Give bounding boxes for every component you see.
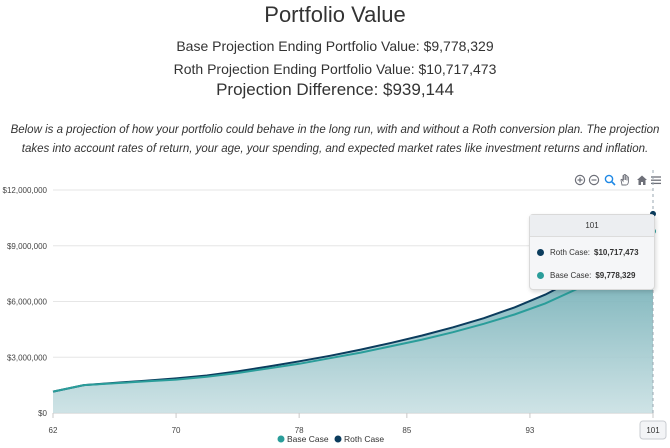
hover-x-label: 101 <box>646 426 660 435</box>
y-tick-label: $6,000,000 <box>7 298 48 307</box>
series-line-base-case <box>52 230 654 393</box>
y-tick-label: $3,000,000 <box>7 353 48 362</box>
hover-x-label-box <box>639 420 667 440</box>
x-tick-label: 93 <box>525 426 534 435</box>
data-tooltip: 101 Roth Case: $10,717,473 Base Case: $9,7… <box>529 214 655 290</box>
x-tick-label: 70 <box>172 426 181 435</box>
tooltip-base-value: $9,778,329 <box>595 271 636 280</box>
tooltip-header: 101 <box>530 215 654 237</box>
tooltip-row-roth: Roth Case: $10,717,473 <box>537 247 639 259</box>
legend-label-roth-case: Roth Case <box>344 434 384 444</box>
chart-toolbar <box>573 174 663 188</box>
y-tick-label: $0 <box>38 409 47 418</box>
roth-dot-icon <box>537 249 544 257</box>
tooltip-row-base: Base Case: $9,778,329 <box>537 270 635 282</box>
tooltip-roth-label: Roth Case: <box>550 248 591 257</box>
base-dot-icon <box>537 272 544 280</box>
roth-projection-text: Roth Projection Ending Portfolio Value: … <box>173 61 497 77</box>
chart-legend: Base Case Roth Case <box>277 434 384 444</box>
legend-label-base-case: Base Case <box>287 434 329 444</box>
x-tick-label: 78 <box>295 426 304 435</box>
x-tick-label: 62 <box>49 426 58 435</box>
projection-difference-text: Projection Difference: $939,144 <box>216 80 454 99</box>
zoom-in-icon[interactable] <box>574 174 586 186</box>
pan-hand-icon[interactable] <box>619 174 631 186</box>
zoom-selection-icon[interactable] <box>604 174 616 186</box>
home-reset-icon[interactable] <box>636 174 648 186</box>
y-axis-ticks: $0 $3,000,000 $6,000,000 $9,000,000 $12,000,… <box>3 186 48 418</box>
x-axis-ticks: 62 70 78 85 93 101 <box>49 412 660 435</box>
tooltip-roth-value: $10,717,473 <box>594 248 639 257</box>
zoom-out-icon[interactable] <box>588 174 600 186</box>
y-tick-label: $12,000,000 <box>3 186 48 195</box>
x-tick-label: 85 <box>402 426 411 435</box>
legend-marker-roth-case <box>334 435 342 443</box>
legend-marker-base-case <box>277 435 285 443</box>
series-area-fill <box>53 213 653 413</box>
projection-description: Below is a projection of how your portfo… <box>10 124 660 155</box>
chart-title: Portfolio Value <box>264 2 406 27</box>
tooltip-base-label: Base Case: <box>550 271 592 280</box>
y-tick-label: $9,000,000 <box>7 242 48 251</box>
base-projection-text: Base Projection Ending Portfolio Value: … <box>176 38 494 54</box>
